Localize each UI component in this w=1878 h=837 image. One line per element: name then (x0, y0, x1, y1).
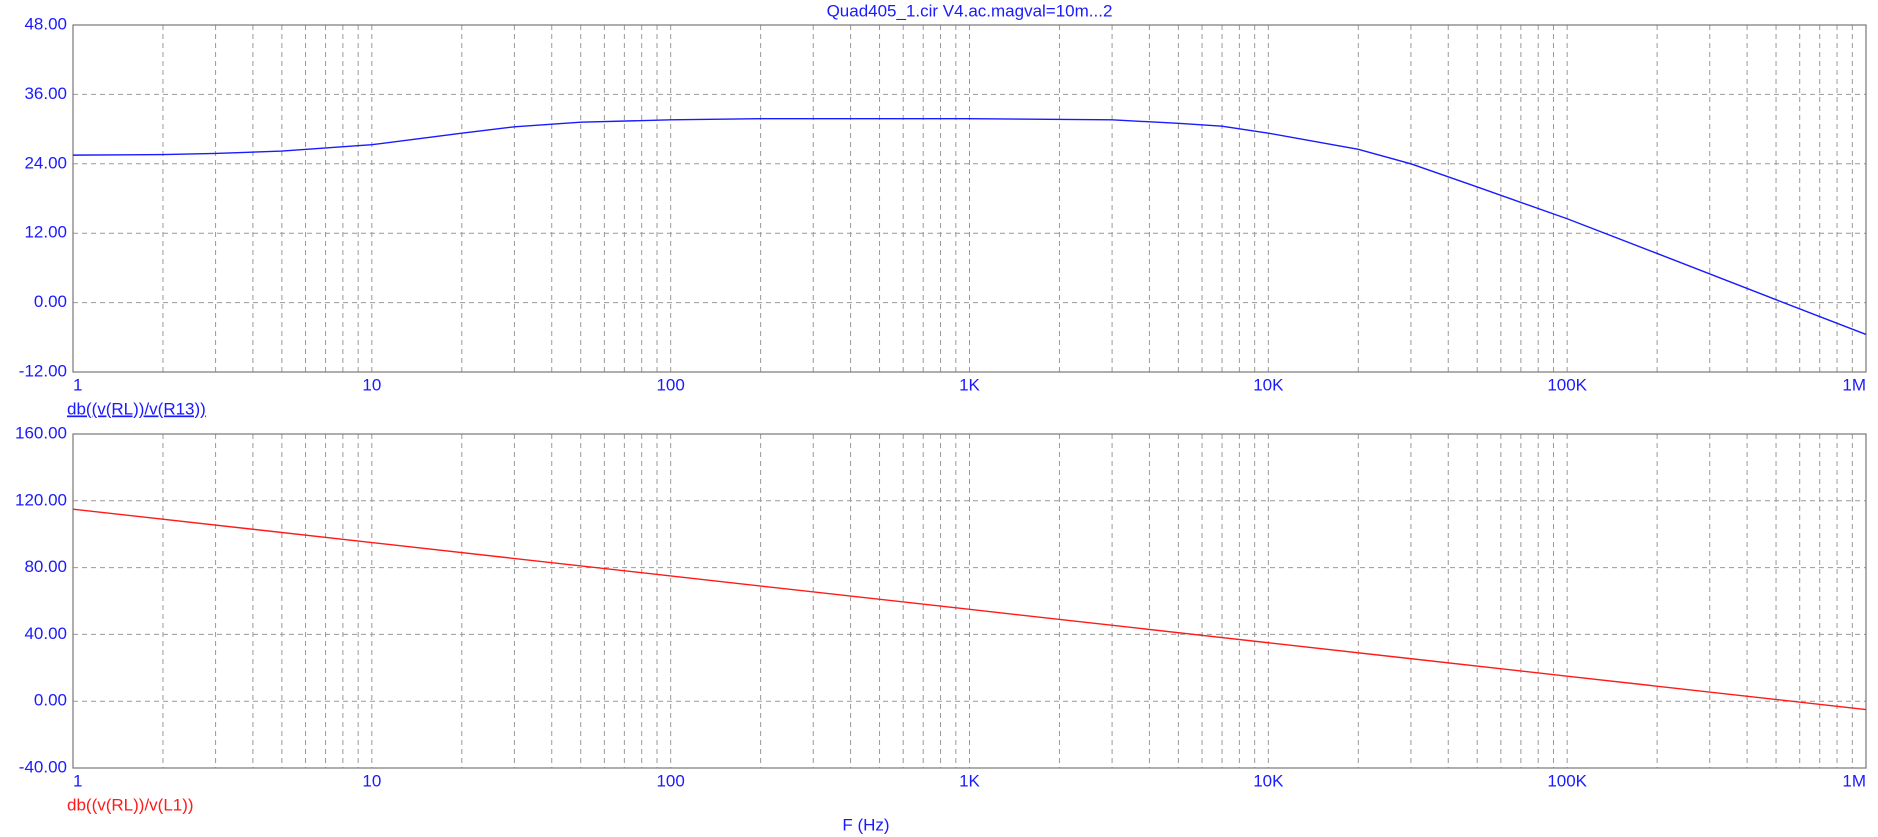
plot-frame (72, 433, 1867, 769)
x-tick-label: 100K (1547, 375, 1587, 394)
x-tick-label: 10K (1253, 375, 1284, 394)
x-tick-label: 1M (1842, 375, 1866, 394)
series-line (72, 117, 1867, 336)
x-tick-label: 1K (959, 771, 980, 790)
chart-title: Quad405_1.cir V4.ac.magval=10m...2 (827, 1, 1113, 20)
legend-entry: db((v(RL))/v(L1)) (67, 795, 194, 814)
x-tick-label: 1M (1842, 771, 1866, 790)
y-tick-label: 120.00 (15, 490, 67, 509)
y-tick-label: 48.00 (24, 14, 67, 33)
plot-frame (72, 24, 1867, 373)
y-tick-label: 24.00 (24, 153, 67, 172)
x-axis-label: F (Hz) (842, 815, 889, 834)
x-tick-label: 100 (656, 771, 684, 790)
y-tick-label: 0.00 (34, 292, 67, 311)
x-tick-label: 10 (362, 375, 381, 394)
y-tick-label: 36.00 (24, 84, 67, 103)
x-tick-label: 1 (73, 771, 82, 790)
x-tick-label: 10 (362, 771, 381, 790)
x-tick-label: 1 (73, 375, 82, 394)
y-tick-label: 0.00 (34, 691, 67, 710)
y-tick-label: 80.00 (24, 557, 67, 576)
y-tick-label: 12.00 (24, 223, 67, 242)
series-line (72, 508, 1867, 711)
y-tick-label: 40.00 (24, 624, 67, 643)
y-tick-label: -40.00 (19, 757, 67, 776)
legend-entry: db((v(RL))/v(R13)) (67, 399, 206, 418)
x-tick-label: 10K (1253, 771, 1284, 790)
y-tick-label: 160.00 (15, 423, 67, 442)
x-tick-label: 100K (1547, 771, 1587, 790)
y-tick-label: -12.00 (19, 361, 67, 380)
x-tick-label: 100 (656, 375, 684, 394)
x-tick-label: 1K (959, 375, 980, 394)
